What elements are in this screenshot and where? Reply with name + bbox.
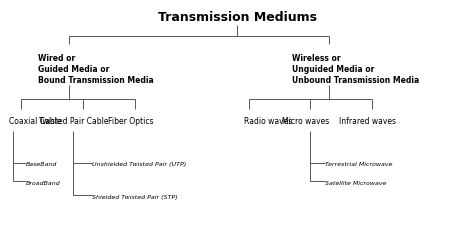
Text: Transmission Mediums: Transmission Mediums bbox=[157, 11, 317, 24]
Text: Wireless or
Unguided Media or
Unbound Transmission Media: Wireless or Unguided Media or Unbound Tr… bbox=[292, 54, 419, 85]
Text: Satellite Microwave: Satellite Microwave bbox=[325, 181, 386, 186]
Text: Radio waves: Radio waves bbox=[244, 117, 292, 126]
Text: Fiber Optics: Fiber Optics bbox=[108, 117, 153, 126]
Text: Shielded Twisted Pair (STP): Shielded Twisted Pair (STP) bbox=[92, 195, 178, 200]
Text: Micro waves: Micro waves bbox=[282, 117, 329, 126]
Text: Wired or
Guided Media or
Bound Transmission Media: Wired or Guided Media or Bound Transmiss… bbox=[38, 54, 154, 85]
Text: Terrestrial Microwave: Terrestrial Microwave bbox=[325, 162, 392, 168]
Text: Twisted Pair Cable: Twisted Pair Cable bbox=[39, 117, 108, 126]
Text: Unshielded Twisted Pair (UTP): Unshielded Twisted Pair (UTP) bbox=[92, 162, 187, 168]
Text: BaseBand: BaseBand bbox=[26, 162, 57, 168]
Text: Infrared waves: Infrared waves bbox=[339, 117, 396, 126]
Text: Coaxial Cable: Coaxial Cable bbox=[9, 117, 62, 126]
Text: BroadBand: BroadBand bbox=[26, 181, 61, 186]
